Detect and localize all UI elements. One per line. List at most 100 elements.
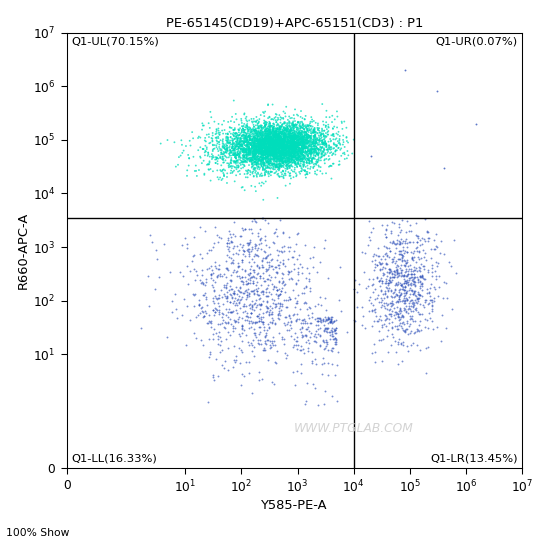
Point <box>430 244 439 253</box>
Point <box>256 153 265 161</box>
Point <box>283 158 292 167</box>
Point <box>228 143 236 151</box>
Point <box>245 134 254 143</box>
Point <box>243 141 251 149</box>
Point <box>178 141 186 149</box>
Point <box>241 273 250 281</box>
Point <box>261 332 270 341</box>
Point <box>260 147 269 155</box>
Point <box>195 250 204 258</box>
Point <box>277 143 286 151</box>
Point <box>233 163 241 172</box>
Point <box>225 127 234 136</box>
Point <box>276 132 285 141</box>
Point <box>273 136 282 144</box>
Point <box>392 308 401 316</box>
Point <box>218 167 227 175</box>
Point <box>292 139 300 147</box>
Point <box>239 137 248 146</box>
Point <box>247 309 256 317</box>
Point <box>288 137 297 146</box>
Point <box>274 277 283 285</box>
Point <box>298 149 306 157</box>
Point <box>358 247 366 256</box>
Point <box>258 148 267 156</box>
Point <box>298 147 307 155</box>
Point <box>258 160 267 169</box>
Point <box>226 133 235 142</box>
Point <box>243 312 251 320</box>
Point <box>235 137 244 146</box>
Point <box>213 371 222 380</box>
Point <box>280 134 289 143</box>
Point <box>302 318 311 327</box>
Point <box>406 305 415 313</box>
Point <box>241 158 250 167</box>
Point <box>258 154 267 163</box>
Point <box>292 160 300 168</box>
Point <box>261 117 270 126</box>
Point <box>309 262 317 271</box>
Point <box>281 144 290 153</box>
Point <box>412 306 421 314</box>
Point <box>273 255 282 264</box>
Point <box>272 146 280 155</box>
Text: Q1-LL(16.33%): Q1-LL(16.33%) <box>71 453 157 463</box>
Point <box>311 169 320 178</box>
Point <box>301 399 310 408</box>
Point <box>274 311 283 320</box>
Point <box>288 152 296 161</box>
Point <box>285 164 294 172</box>
Point <box>372 273 381 282</box>
Point <box>263 132 272 141</box>
Point <box>277 151 286 160</box>
Point <box>273 135 282 144</box>
Point <box>395 239 404 248</box>
Point <box>272 153 280 162</box>
Point <box>266 167 275 176</box>
Point <box>293 125 301 134</box>
Text: Q1-LR(13.45%): Q1-LR(13.45%) <box>430 453 518 463</box>
Point <box>255 145 264 154</box>
Point <box>263 303 272 312</box>
Point <box>315 124 323 133</box>
Point <box>293 162 301 171</box>
Point <box>310 126 318 135</box>
Point <box>277 150 286 159</box>
Point <box>230 294 239 302</box>
Point <box>296 131 305 140</box>
Point <box>278 136 287 145</box>
Point <box>276 155 285 164</box>
Point <box>393 231 402 239</box>
Point <box>277 154 285 163</box>
Point <box>233 142 242 151</box>
Point <box>223 153 232 162</box>
Point <box>254 376 263 385</box>
Point <box>400 271 409 280</box>
Point <box>295 153 304 162</box>
Point <box>201 293 210 301</box>
Point <box>255 309 263 318</box>
Point <box>179 146 188 155</box>
Point <box>252 145 261 154</box>
Point <box>240 152 249 161</box>
Point <box>285 131 294 140</box>
Point <box>222 256 230 265</box>
Point <box>270 132 279 140</box>
Point <box>246 170 255 179</box>
Point <box>244 132 253 140</box>
Point <box>275 149 284 158</box>
Point <box>260 135 269 144</box>
Point <box>394 288 403 296</box>
Point <box>402 272 411 280</box>
Point <box>244 337 252 346</box>
Point <box>268 142 277 151</box>
Point <box>265 150 274 158</box>
Point <box>450 236 459 244</box>
Point <box>256 239 265 247</box>
Point <box>290 146 299 155</box>
Point <box>249 139 257 147</box>
Point <box>276 122 285 131</box>
Point <box>282 162 290 170</box>
Point <box>420 234 429 243</box>
